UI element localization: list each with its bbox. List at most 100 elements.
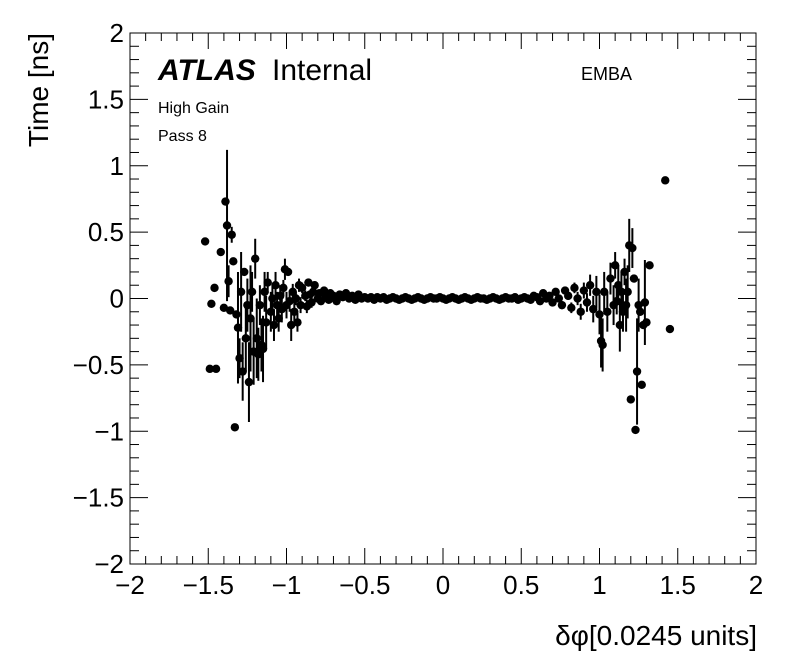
data-point [612, 296, 621, 306]
data-point [620, 267, 629, 277]
y-tick-label: 0 [110, 284, 124, 314]
data-point [290, 307, 299, 316]
data-point [232, 310, 241, 319]
data-point [564, 291, 573, 301]
data-point [308, 287, 318, 297]
data-points [200, 176, 675, 435]
data-point [236, 287, 246, 297]
axis-ticks [129, 32, 757, 565]
data-point [222, 221, 232, 230]
data-point [291, 294, 301, 303]
data-point [617, 287, 626, 297]
data-point [614, 281, 623, 290]
y-tick-label: −1.5 [73, 483, 124, 513]
y-tick-label: 1 [110, 151, 124, 181]
data-point [207, 299, 216, 309]
data-point [279, 283, 288, 293]
data-point [645, 261, 654, 270]
data-point [579, 286, 589, 295]
data-point [210, 283, 219, 293]
data-point [598, 340, 607, 350]
data-point [225, 306, 235, 315]
data-point [661, 176, 670, 185]
data-point [261, 318, 271, 327]
data-point [274, 314, 283, 323]
y-tick-label: −0.5 [73, 350, 124, 380]
data-point [640, 298, 650, 307]
data-point [235, 354, 244, 363]
data-point [595, 310, 604, 319]
data-point [610, 261, 620, 270]
data-point [332, 296, 341, 306]
data-point [621, 300, 631, 310]
data-point [635, 307, 645, 316]
data-point [592, 287, 601, 297]
x-tick-label: −0.5 [339, 570, 390, 600]
data-point [615, 320, 625, 330]
region-label: EMBA [581, 64, 632, 84]
data-point [221, 197, 230, 206]
data-point [263, 278, 272, 287]
x-tick-label: 0.5 [503, 570, 539, 600]
y-tick-label: −1 [94, 416, 124, 446]
data-point [260, 287, 269, 297]
data-point [211, 364, 221, 374]
data-point [276, 291, 285, 301]
data-point [570, 283, 579, 293]
data-point [599, 287, 609, 297]
data-point [606, 274, 615, 283]
internal-label: Internal [272, 54, 372, 87]
data-point [554, 294, 564, 303]
data-point [642, 318, 651, 327]
data-point [240, 267, 249, 277]
x-tick-label: 0 [436, 570, 450, 600]
data-point [548, 298, 557, 307]
data-point [603, 307, 612, 316]
data-point [238, 367, 247, 376]
data-point [244, 377, 254, 387]
x-tick-label: −2 [115, 570, 145, 600]
x-tick-label: −1 [272, 570, 302, 600]
data-point [255, 300, 265, 310]
data-point [573, 294, 582, 303]
x-axis-title: δφ[0.0245 units] [555, 620, 757, 651]
axis-tick-labels: −2 −1.5 −1 −0.5 0 0.5 1 1.5 2 −2 −1.5 −1 −0.5 0 0.5 1 1.… [73, 18, 764, 600]
data-point [233, 323, 243, 332]
y-axis-title: Time [ns] [23, 33, 54, 147]
data-point [665, 324, 675, 334]
data-point [227, 230, 236, 239]
data-point [628, 243, 637, 253]
data-point [251, 254, 260, 263]
data-point [297, 283, 307, 293]
data-point [626, 395, 635, 404]
data-point [589, 304, 598, 314]
data-point [271, 281, 280, 290]
data-point [243, 300, 252, 310]
data-point [205, 364, 215, 374]
data-point [269, 320, 279, 330]
x-tick-label: 1 [592, 570, 606, 600]
data-point [230, 423, 240, 432]
gain-label: High Gain [158, 100, 229, 117]
data-point [631, 425, 640, 435]
data-point [585, 281, 595, 290]
data-point [266, 307, 276, 316]
y-tick-label: 2 [110, 18, 124, 48]
data-point [258, 344, 268, 354]
data-point [293, 318, 302, 327]
data-point [310, 281, 319, 290]
y-tick-label: 0.5 [88, 217, 124, 247]
data-point [241, 334, 251, 343]
data-point [582, 298, 592, 307]
data-point [288, 287, 297, 297]
data-point [618, 307, 628, 316]
data-point [247, 287, 257, 297]
x-tick-label: 1.5 [660, 570, 696, 600]
data-point [252, 334, 261, 343]
data-point [307, 298, 316, 307]
data-point [224, 277, 233, 286]
atlas-label: ATLAS [157, 54, 256, 87]
data-point [557, 300, 567, 310]
x-tick-label: 2 [749, 570, 763, 600]
